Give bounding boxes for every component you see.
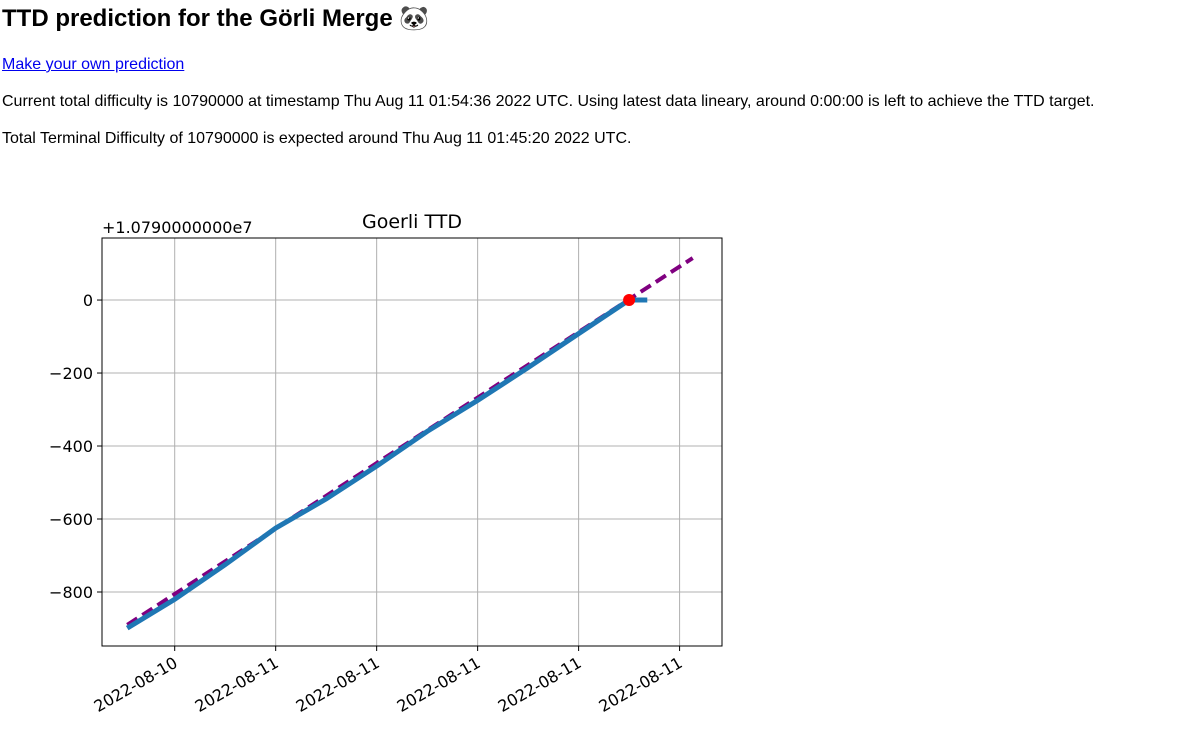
x-tick-label: 2022-08-10 [91, 653, 181, 716]
y-tick-label: 0 [83, 291, 93, 310]
x-tick-label: 2022-08-11 [293, 653, 383, 716]
x-tick-label: 2022-08-11 [192, 653, 282, 716]
x-tick-label: 2022-08-11 [596, 653, 686, 716]
page-title: TTD prediction for the Görli Merge 🐼 [2, 5, 430, 32]
y-tick-label: −400 [49, 437, 93, 456]
data-line [125, 297, 648, 631]
y-tick-label: −200 [49, 364, 93, 383]
chart-title: Goerli TTD [362, 211, 462, 233]
chart: Goerli TTD +1.0790000000e7 −800 −600 −400 −… [49, 211, 723, 716]
x-tick-label: 2022-08-11 [495, 653, 585, 716]
paragraph: Current total difficulty is 10790000 at … [2, 93, 1095, 110]
y-offset-label: +1.0790000000e7 [102, 218, 253, 237]
y-tick-label: −800 [49, 583, 93, 602]
marker [623, 294, 636, 307]
plot-frame [101, 237, 723, 647]
paragraph: Total Terminal Difficulty of 10790000 is… [2, 130, 632, 147]
x-tick-label: 2022-08-11 [394, 653, 484, 716]
y-tick-label: −600 [49, 510, 93, 529]
prediction-link[interactable]: Make your own prediction [2, 56, 185, 73]
